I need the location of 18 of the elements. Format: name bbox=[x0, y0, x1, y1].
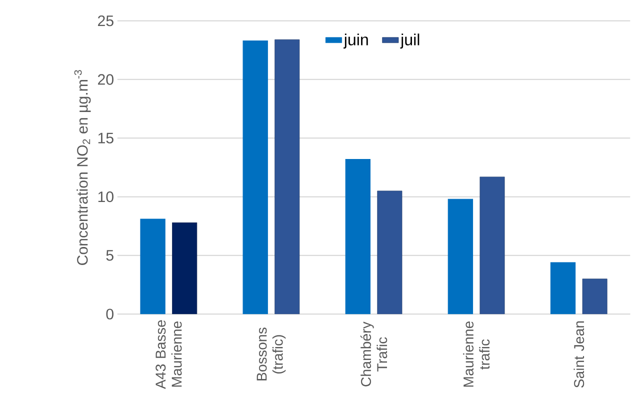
y-tick-label: 15 bbox=[98, 132, 114, 144]
bar bbox=[172, 222, 198, 314]
bar bbox=[582, 278, 608, 314]
bar bbox=[274, 39, 300, 314]
y-tick-label: 20 bbox=[98, 74, 114, 85]
legend-label: juil bbox=[400, 34, 420, 49]
bar bbox=[480, 176, 505, 314]
x-tick-label: Bossons (trafic) bbox=[256, 328, 286, 380]
y-tick-label: 5 bbox=[106, 250, 114, 261]
y-axis-title: Concentration NO$_{2}$ en µg.m$^{-3}$ bbox=[74, 70, 91, 265]
y-tick-label: 0 bbox=[106, 308, 114, 320]
x-tick-label: Chambéry Trafic bbox=[360, 322, 388, 386]
y-tick-label: 25 bbox=[98, 15, 114, 26]
x-tick-label: Maurienne trafic bbox=[463, 321, 490, 387]
x-tick-label: A43 Basse Maurienne bbox=[156, 320, 182, 389]
y-tick-label: 10 bbox=[98, 191, 114, 202]
x-tick-label: Saint Jean bbox=[574, 321, 584, 388]
legend-label: juin bbox=[343, 34, 368, 49]
